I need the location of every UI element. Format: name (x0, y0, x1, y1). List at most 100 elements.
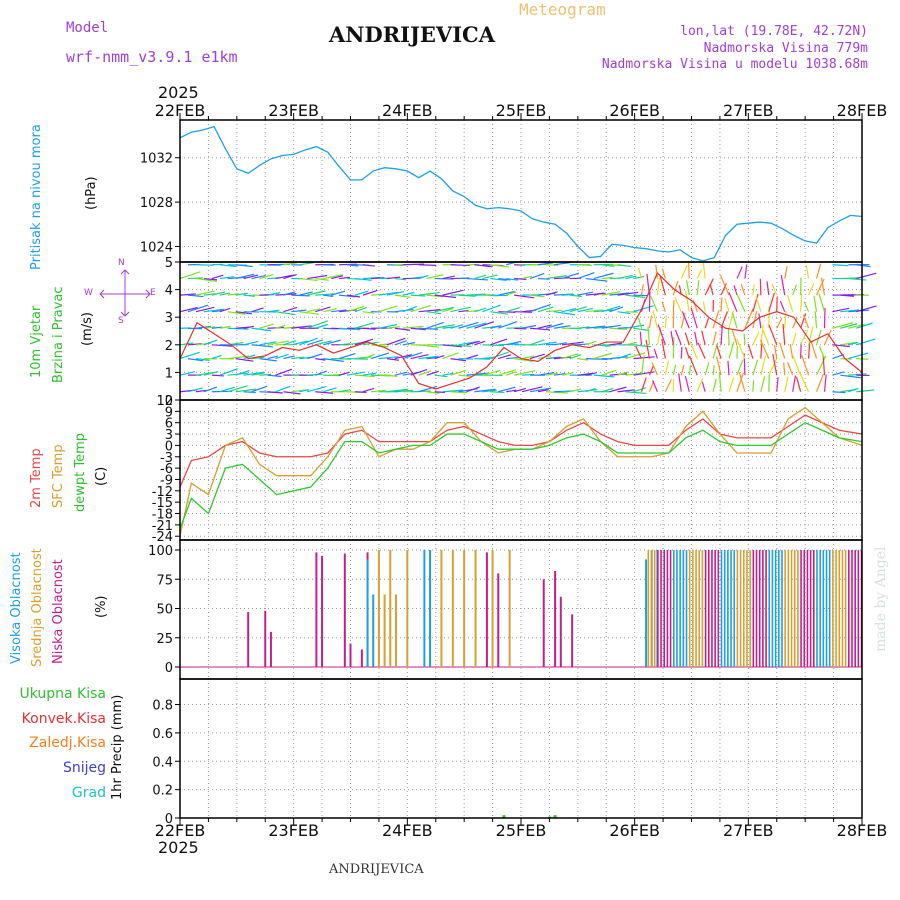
wind-vector (553, 372, 566, 376)
page-title: ANDRIJEVICA (329, 22, 496, 47)
wind-vector (740, 284, 746, 296)
wind-vector (593, 374, 615, 378)
wind-vector (354, 277, 372, 281)
wind-vector (784, 310, 787, 329)
wind-vector (490, 264, 510, 268)
wind-vector (323, 339, 341, 346)
wind-vector (585, 340, 597, 346)
wind-vector (235, 264, 253, 268)
wind-vector (402, 351, 423, 360)
wind-vector (259, 273, 274, 280)
wind-vector (779, 342, 786, 359)
wind-vector (692, 299, 698, 312)
wind-vector (299, 389, 310, 393)
y-tick-label: 3 (165, 311, 173, 326)
wind-vector (625, 352, 646, 360)
x-label-bottom: 24FEB (382, 821, 433, 840)
wind-vector (259, 358, 277, 362)
wind-vector (474, 388, 496, 393)
wind-vector (299, 311, 319, 315)
wind-vector (362, 353, 376, 360)
wind-vector (808, 283, 815, 296)
wind-vector (283, 355, 295, 360)
wind-vector (561, 308, 577, 313)
precip-bar (553, 815, 557, 818)
wind-vector (609, 386, 627, 393)
wind-vector (434, 306, 454, 313)
compass-arrows (99, 269, 151, 317)
wind-vector (331, 275, 343, 280)
wind-vector (633, 327, 650, 332)
wind-vector (331, 309, 347, 313)
wind-vector (442, 372, 454, 376)
wind-vector (498, 321, 518, 329)
wind-vector (362, 327, 376, 330)
footer-station: ANDRIJEVICA (329, 862, 424, 877)
wind-vector (681, 311, 690, 329)
wind-vector (625, 372, 643, 376)
wind-vector (442, 389, 464, 393)
y-tick-label: -15 (152, 496, 173, 511)
wind-vector (203, 339, 218, 346)
wind-vector (362, 289, 378, 296)
model-elevation-label: Nadmorska Visina u modelu 1038.68m (601, 57, 868, 72)
wind-vector (450, 306, 471, 313)
wind-vector (490, 351, 509, 360)
y-tick-label: -18 (152, 508, 173, 523)
wind-vector (275, 353, 289, 360)
wind-vector (832, 391, 846, 394)
y-tick-label: -9 (160, 473, 173, 488)
dewpt-line (179, 421, 863, 529)
wind-vector (577, 307, 593, 313)
wind-vector (678, 373, 682, 392)
wind-vector (442, 352, 459, 360)
wind-vector (680, 346, 683, 359)
wind-vector (426, 370, 439, 376)
wind-vector (529, 272, 545, 280)
wind-vector (625, 275, 637, 280)
wind-vector (832, 322, 854, 329)
compass-e: E (150, 288, 156, 298)
wind-vector (291, 340, 309, 346)
wind-vector (315, 293, 334, 296)
wind-vector (840, 341, 857, 346)
wind-vector (762, 329, 770, 346)
wind-vector (394, 327, 411, 331)
wind-vector (617, 291, 639, 296)
wind-vector (784, 376, 789, 392)
wind-vector (506, 277, 519, 281)
wind-vector (685, 290, 690, 312)
wind-vector (848, 341, 859, 346)
wind-vector (553, 311, 576, 316)
wind-vector (410, 327, 426, 331)
wind-vector (569, 354, 582, 360)
wind-vector (633, 344, 652, 348)
wind-vector (724, 298, 730, 312)
wind-vector (498, 290, 515, 296)
wind-vector (498, 369, 517, 376)
wind-vector (251, 307, 264, 313)
wind-vector (235, 273, 255, 280)
wind-vector (235, 292, 248, 296)
wind-vector (680, 365, 685, 376)
wind-vector (561, 341, 584, 346)
wind-vector (800, 329, 809, 346)
wind-vector (792, 284, 797, 296)
wind-vector (752, 284, 755, 296)
y-tick-label: -3 (160, 451, 173, 466)
wind-vector (514, 370, 536, 376)
wind-vector (323, 274, 343, 280)
wind-vector (211, 374, 224, 377)
wind-vector (647, 326, 651, 345)
wind-vector (506, 389, 517, 393)
wind-vector (466, 354, 478, 360)
wind-vector (728, 341, 735, 359)
wind-vector (219, 276, 235, 280)
wind-vector (694, 331, 698, 345)
wind-vector (625, 294, 646, 299)
wind-vector (545, 356, 561, 360)
wind-vector (840, 323, 858, 329)
wind-vector (840, 309, 859, 313)
pressure-line (179, 125, 863, 262)
wind-vector (211, 326, 223, 329)
